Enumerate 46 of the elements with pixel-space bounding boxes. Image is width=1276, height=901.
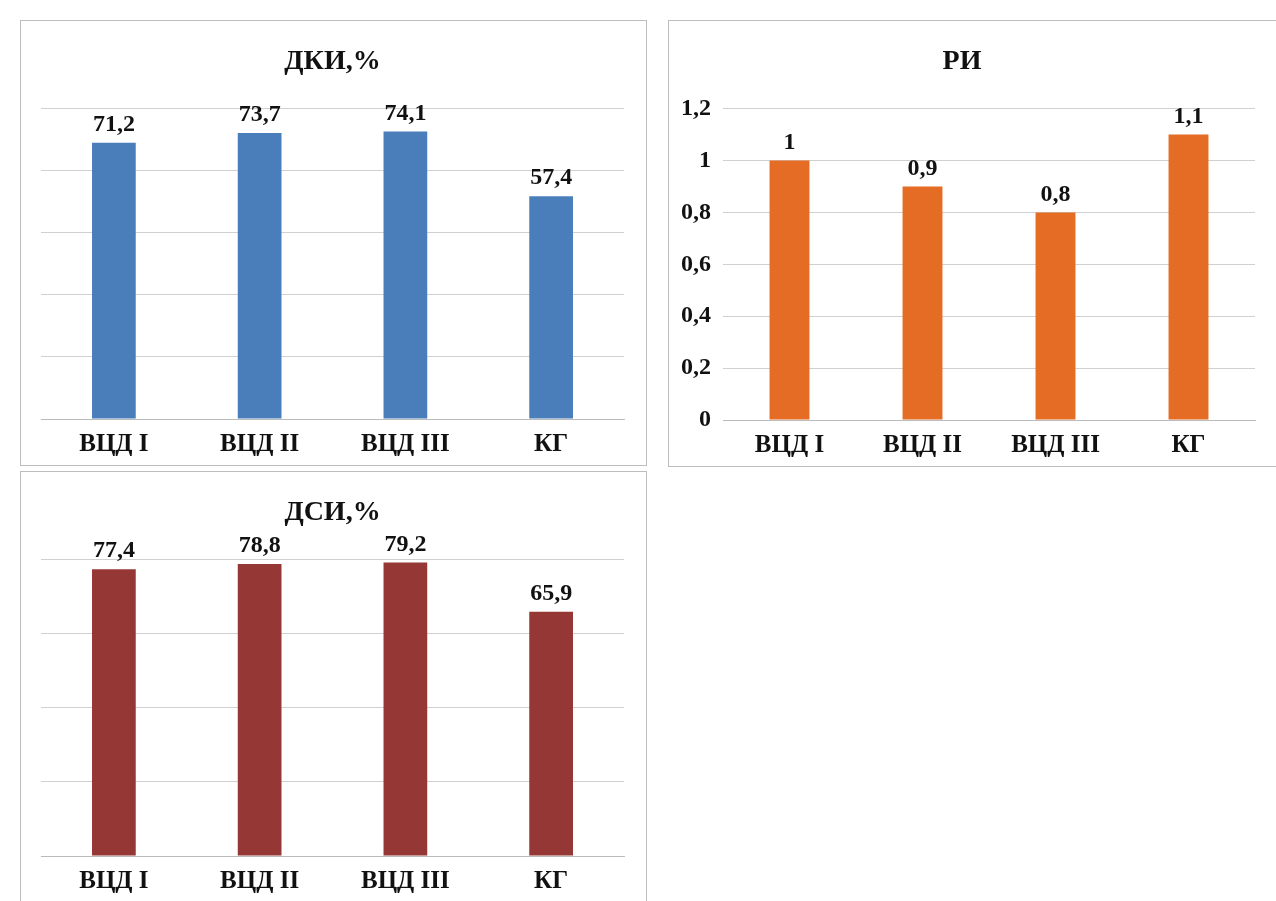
bar xyxy=(383,562,428,856)
data-label: 74,1 xyxy=(384,98,427,125)
y-tick-label: 0,6 xyxy=(681,249,711,276)
x-tick-label: ВЦД III xyxy=(360,866,450,894)
x-tick-label: ВЦД I xyxy=(79,429,149,457)
x-tick-label: ВЦД II xyxy=(220,866,300,894)
bar xyxy=(1168,134,1209,420)
bar xyxy=(529,196,573,419)
x-tick-label: КГ xyxy=(1171,430,1206,458)
chart-title: ДСИ,% xyxy=(284,495,381,527)
data-label: 71,2 xyxy=(92,109,135,136)
x-tick-label: ВЦД II xyxy=(882,430,963,458)
bar xyxy=(1035,212,1076,420)
bar xyxy=(529,611,573,856)
x-tick-label: ВЦД III xyxy=(360,429,450,457)
chart-title: ДКИ,% xyxy=(284,44,381,76)
data-label: 0,9 xyxy=(907,153,938,180)
bar xyxy=(902,186,943,420)
data-label: 77,4 xyxy=(92,536,135,563)
bar xyxy=(383,131,428,419)
data-label: 78,8 xyxy=(238,531,281,558)
data-label: 57,4 xyxy=(530,163,573,190)
x-tick-label: ВЦД II xyxy=(220,429,300,457)
x-tick-label: КГ xyxy=(534,866,569,894)
data-label: 1,1 xyxy=(1173,101,1204,128)
y-tick-label: 1 xyxy=(699,145,711,172)
y-tick-label: 0 xyxy=(699,405,711,432)
y-tick-label: 0,8 xyxy=(681,197,711,224)
data-label: 73,7 xyxy=(238,100,281,127)
bar xyxy=(92,569,136,856)
data-label: 79,2 xyxy=(384,529,427,556)
x-tick-label: ВЦД I xyxy=(754,430,825,458)
bar xyxy=(92,142,136,419)
data-label: 0,8 xyxy=(1040,179,1071,206)
data-label: 65,9 xyxy=(530,579,573,606)
data-label: 1 xyxy=(783,127,796,154)
bar xyxy=(237,133,282,419)
x-tick-label: ВЦД III xyxy=(1011,430,1100,458)
y-tick-label: 0,4 xyxy=(681,301,711,328)
y-tick-label: 0,2 xyxy=(681,353,711,380)
bar xyxy=(237,564,282,856)
y-tick-label: 1,2 xyxy=(681,93,711,120)
x-tick-label: КГ xyxy=(534,429,569,457)
x-tick-label: ВЦД I xyxy=(79,866,149,894)
chart-title: РИ xyxy=(942,44,982,76)
bar xyxy=(769,160,810,420)
